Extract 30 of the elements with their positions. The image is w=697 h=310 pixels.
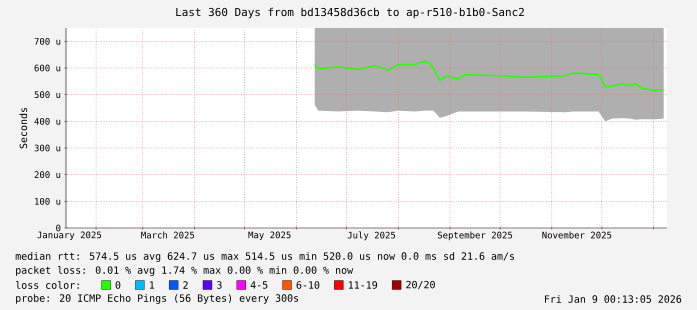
x-tick-label: May 2025 [248,232,291,240]
legend-label: 3 [217,281,222,289]
y-axis-title: Seconds [19,108,28,148]
text: probe: 20 ICMP Echo Pings (56 Bytes) every 300s [16,294,298,304]
y-tick-label: 500 u [34,91,60,98]
x-tick-label: September 2025 [438,232,512,240]
chart-title: Last 360 Days from bd13458d36cb to ap-r510-b1b0-Sanc2 [176,8,524,18]
y-tick-label: 400 u [34,118,60,125]
y-tick-label: 0 [56,224,60,232]
text: Fri Jan 9 00:13:05 2026 [544,295,682,303]
legend-label: 6-10 [296,281,320,289]
y-tick-label: 300 u [34,144,60,152]
legend-label: 11-19 [348,281,378,289]
y-tick-label: 600 u [34,64,60,72]
line-series [314,60,664,92]
x-tick-label: July 2025 [348,232,396,240]
legend-label: 2 [183,281,188,289]
text: median rtt: 574.5 us avg 624.7 us max 514.5 us min 520.0 us now 0.0 ms sd 21.6 am/s [16,252,514,262]
y-tick-label: 100 u [35,198,60,205]
legend-label: 1 [150,281,154,289]
x-tick-label: November 2025 [542,232,612,238]
y-tick-label: 700 u [34,38,60,45]
legend-label: 0 [116,281,120,289]
x-tick-label: March 2025 [141,232,194,238]
legend-label: 20/20 [406,280,435,290]
x-tick-label: January 2025 [37,232,102,240]
y-tick-label: 200 u [34,171,60,178]
legend-label: 4-5 [250,281,268,289]
legend-title: loss color: [16,281,79,289]
text: packet loss: 0.01 % avg 1.74 % max 0.00 % min 0.00 % now [16,266,354,276]
